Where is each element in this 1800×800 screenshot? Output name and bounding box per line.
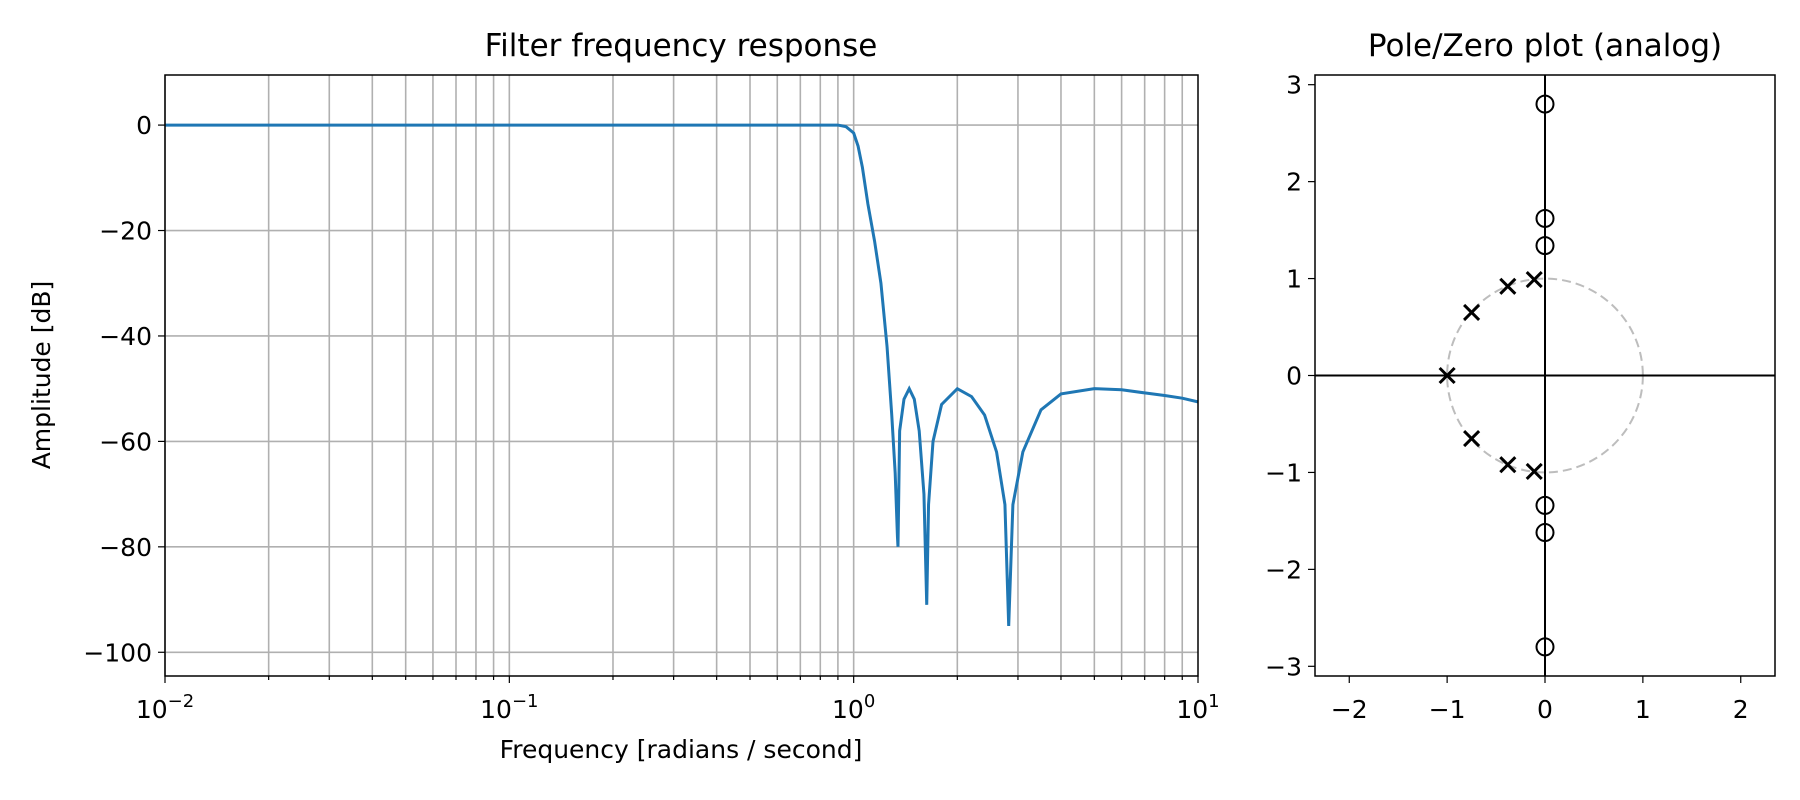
frequency-response-ylabel: Amplitude [dB] [27,281,56,470]
x-tick-label: −1 [1429,695,1466,724]
zero-marker [1535,637,1555,657]
pole-marker [1525,462,1543,481]
x-tick-label: 100 [832,691,875,724]
pole-stroke [1438,366,1456,385]
pole-stroke [1499,277,1517,295]
x-tick-label: 0 [1537,695,1553,724]
y-tick-label: −2 [1265,555,1302,584]
zero-marker [1535,208,1555,228]
pole-zero-ticks: −2 −1 0 1 2 3 2 1 0 −1 −2 −3 [1265,71,1749,724]
y-tick-label: 3 [1286,71,1302,100]
x-tick-label: 10−2 [136,691,194,724]
pole-stroke [1499,456,1517,474]
zero-marker [1535,236,1555,256]
y-tick-label: −3 [1265,652,1302,681]
y-tick-label: 2 [1286,168,1302,197]
pole-stroke [1525,462,1543,481]
pole-stroke [1463,303,1481,322]
pole-marker [1463,429,1481,448]
pole-zero-panel: Pole/Zero plot (analog) −2 −1 0 1 23210−1−2−… [1265,28,1776,724]
pole-marker [1463,303,1481,322]
y-tick-label: −40 [99,322,152,351]
x-tick-label: 101 [1176,691,1219,724]
pole-marker [1525,270,1543,289]
pole-marker [1499,456,1517,474]
x-tick-label: 10−1 [480,691,538,724]
frequency-response-frame [164,74,1199,677]
zero-marker [1535,523,1555,543]
frequency-response-curve [165,123,1199,626]
y-tick-label: −60 [99,427,152,456]
x-tick-label: 1 [1635,695,1651,724]
pole-stroke [1525,270,1543,289]
frequency-response-xlabel: Frequency [radians / second] [500,735,863,764]
y-tick-label: −1 [1265,458,1302,487]
x-tick-label: 2 [1733,695,1749,724]
y-tick-label: −100 [83,638,152,667]
pole-marker [1499,277,1517,295]
frequency-response-panel: Filter frequency response 0 −20 −40 −60 −80 −… [27,28,1220,764]
pole-zero-content [1315,75,1775,676]
zero-marker [1535,94,1555,114]
frequency-response-grid [164,75,1198,676]
pole-zero-title: Pole/Zero plot (analog) [1368,28,1722,64]
frequency-response-ticks: 0 −20 −40 −60 −80 −100 10−2 10−1 100 101 [83,111,1219,724]
frequency-response-title: Filter frequency response [485,28,878,64]
y-tick-label: 0 [1286,362,1302,391]
pole-marker [1438,366,1456,385]
zero-marker [1535,495,1555,515]
y-tick-label: 0 [136,111,152,140]
y-tick-label: −80 [99,533,152,562]
y-tick-label: −20 [99,217,152,246]
pole-stroke [1463,429,1481,448]
y-tick-label: 1 [1286,265,1302,294]
x-tick-label: −2 [1331,695,1368,724]
